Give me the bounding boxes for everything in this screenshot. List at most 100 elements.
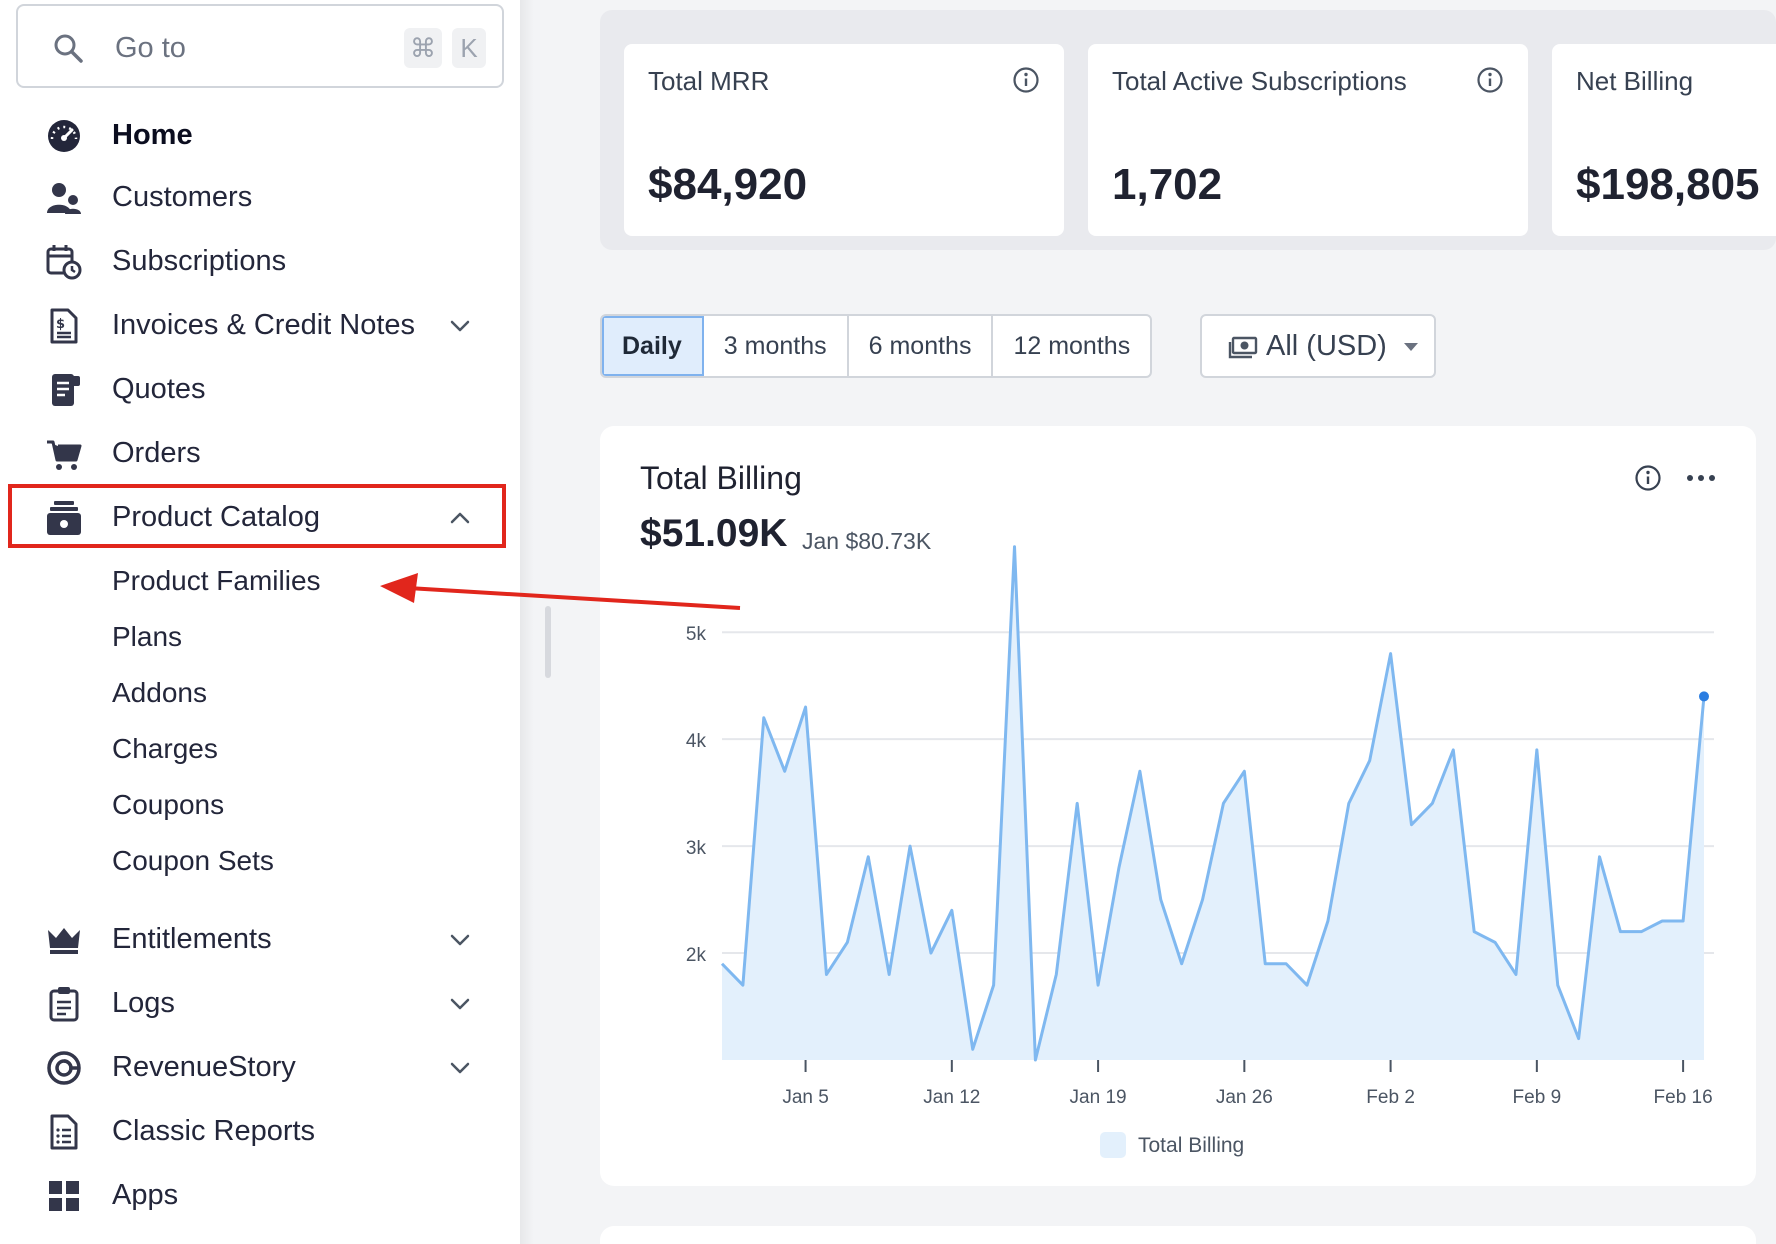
chevron-down-icon[interactable] bbox=[448, 928, 472, 952]
period-daily-button[interactable]: Daily bbox=[602, 316, 704, 376]
apps-grid-icon bbox=[49, 1181, 79, 1211]
sidebar-divider bbox=[520, 0, 534, 1244]
annotation-highlight-box bbox=[8, 484, 506, 548]
sidebar-item-entitlements[interactable]: Entitlements bbox=[0, 912, 520, 968]
kpi-value: $198,805 bbox=[1576, 160, 1760, 209]
info-icon[interactable] bbox=[1476, 66, 1504, 94]
cart-icon bbox=[47, 440, 82, 470]
x-tick-label: Feb 16 bbox=[1654, 1087, 1713, 1108]
x-tick-label: Feb 2 bbox=[1366, 1087, 1415, 1108]
sidebar-item-customers[interactable]: Customers bbox=[0, 170, 520, 226]
chevron-down-icon[interactable] bbox=[448, 1056, 472, 1080]
series-line bbox=[720, 545, 1706, 1062]
total-billing-card: Total Billing $51.09K Jan $80.73K 2k 3k 4k… bbox=[600, 426, 1756, 1186]
chevron-down-icon[interactable] bbox=[448, 992, 472, 1016]
x-tick-label: Jan 26 bbox=[1216, 1087, 1273, 1108]
kpi-title: Total Active Subscriptions bbox=[1112, 66, 1407, 96]
quote-document-icon bbox=[52, 374, 80, 406]
x-tick-label: Jan 12 bbox=[923, 1087, 980, 1108]
speedometer-icon bbox=[48, 120, 80, 152]
period-6-months-button[interactable]: 6 months bbox=[849, 316, 994, 376]
y-tick-label: 5k bbox=[686, 624, 707, 645]
chart-comparison-value: Jan $80.73K bbox=[802, 528, 932, 554]
kpi-value: 1,702 bbox=[1112, 160, 1223, 209]
sidebar-item-classic-reports[interactable]: Classic Reports bbox=[0, 1104, 520, 1160]
chart-title: Total Billing bbox=[640, 460, 802, 496]
clipboard-icon bbox=[49, 987, 79, 1022]
sidebar-item-home[interactable]: Home bbox=[0, 108, 520, 164]
search-icon bbox=[54, 34, 83, 63]
sidebar-item-label: Orders bbox=[112, 437, 201, 469]
sidebar-subitem-product-families[interactable]: Product Families bbox=[112, 565, 321, 596]
sidebar-item-invoices[interactable]: $ Invoices & Credit Notes bbox=[0, 298, 520, 354]
legend-label: Total Billing bbox=[1138, 1134, 1244, 1157]
sidebar-item-label: Subscriptions bbox=[112, 245, 287, 277]
info-icon[interactable] bbox=[1634, 464, 1662, 492]
shortcut-key-k: K bbox=[452, 28, 486, 68]
sidebar-item-label: Product Catalog bbox=[112, 501, 320, 533]
y-tick-label: 2k bbox=[686, 945, 707, 966]
x-tick-label: Jan 5 bbox=[782, 1087, 828, 1108]
period-3-months-button[interactable]: 3 months bbox=[704, 316, 849, 376]
kpi-card-total-active-subscriptions[interactable]: Total Active Subscriptions 1,702 bbox=[1088, 44, 1528, 236]
kpi-value: $84,920 bbox=[648, 160, 808, 209]
kpi-title: Total MRR bbox=[648, 66, 770, 96]
sidebar-item-orders[interactable]: Orders bbox=[0, 426, 520, 482]
sidebar-item-quotes[interactable]: Quotes bbox=[0, 362, 520, 418]
x-tick-label: Feb 9 bbox=[1513, 1087, 1562, 1108]
chevron-down-icon[interactable] bbox=[448, 314, 472, 338]
search-box[interactable]: Go to ⌘ K bbox=[16, 4, 504, 88]
crown-icon bbox=[48, 928, 80, 954]
sidebar-item-apps[interactable]: Apps bbox=[0, 1168, 520, 1224]
period-selector: Daily 3 months 6 months 12 months bbox=[600, 314, 1153, 378]
sidebar-item-label: Apps bbox=[112, 1179, 179, 1211]
currency-label: All (USD) bbox=[1266, 330, 1387, 362]
sidebar-item-label: Invoices & Credit Notes bbox=[112, 309, 416, 341]
chart-total-value: $51.09K bbox=[640, 512, 788, 555]
kpi-card-total-mrr[interactable]: Total MRR $84,920 bbox=[624, 44, 1064, 236]
revenue-story-icon bbox=[47, 1051, 81, 1085]
info-icon[interactable] bbox=[1012, 66, 1040, 94]
sidebar-item-label: Home bbox=[112, 119, 193, 151]
y-tick-label: 3k bbox=[686, 838, 707, 859]
sidebar: Go to ⌘ K Home Customers bbox=[0, 0, 520, 1244]
sidebar-item-product-catalog[interactable]: Product Catalog bbox=[0, 490, 520, 546]
search-placeholder: Go to bbox=[115, 32, 186, 64]
legend-swatch bbox=[1100, 1132, 1126, 1158]
kpi-strip: Total MRR $84,920 Total Active Subscript… bbox=[600, 10, 1776, 250]
currency-dropdown[interactable]: All (USD) bbox=[1200, 314, 1436, 378]
sidebar-item-label: Classic Reports bbox=[112, 1115, 316, 1147]
next-card bbox=[600, 1226, 1756, 1244]
billing-area-chart: 2k 3k 4k 5k Jan 5 Jan 12 Jan 19 Jan 26 Feb 2 Feb … bbox=[686, 545, 1714, 1158]
shortcut-key-command: ⌘ bbox=[404, 28, 442, 68]
kpi-card-net-billing[interactable]: Net Billing $198,805 bbox=[1552, 44, 1776, 236]
more-options-icon[interactable] bbox=[1684, 464, 1718, 492]
sidebar-subitem-plans[interactable]: Plans bbox=[112, 621, 183, 652]
sidebar-item-logs[interactable]: Logs bbox=[0, 976, 520, 1032]
sidebar-item-label: Customers bbox=[112, 181, 253, 213]
sidebar-subitem-coupons[interactable]: Coupons bbox=[112, 789, 225, 820]
sidebar-subitem-charges[interactable]: Charges bbox=[112, 733, 218, 764]
sidebar-item-subscriptions[interactable]: Subscriptions bbox=[0, 234, 520, 290]
sidebar-scrollbar[interactable] bbox=[545, 606, 551, 678]
x-tick-label: Jan 19 bbox=[1070, 1087, 1127, 1108]
chevron-up-icon[interactable] bbox=[448, 506, 472, 530]
money-icon bbox=[1228, 336, 1258, 359]
sidebar-item-revenuestory[interactable]: RevenueStory bbox=[0, 1040, 520, 1096]
svg-text:$: $ bbox=[56, 317, 65, 332]
series-area bbox=[722, 546, 1704, 1060]
period-12-months-button[interactable]: 12 months bbox=[1013, 332, 1131, 360]
sidebar-item-label: Quotes bbox=[112, 373, 206, 405]
sidebar-item-label: Entitlements bbox=[112, 923, 272, 955]
sidebar-item-label: Logs bbox=[112, 987, 175, 1019]
kpi-title: Net Billing bbox=[1576, 66, 1694, 96]
catalog-box-icon bbox=[47, 501, 81, 535]
sidebar-subitem-coupon-sets[interactable]: Coupon Sets bbox=[112, 845, 274, 876]
y-tick-label: 4k bbox=[686, 731, 707, 752]
invoice-icon: $ bbox=[50, 308, 78, 344]
calendar-clock-icon bbox=[46, 245, 82, 280]
sidebar-subitem-addons[interactable]: Addons bbox=[112, 677, 207, 708]
highlight-point bbox=[1699, 691, 1709, 702]
report-icon bbox=[50, 1114, 78, 1150]
